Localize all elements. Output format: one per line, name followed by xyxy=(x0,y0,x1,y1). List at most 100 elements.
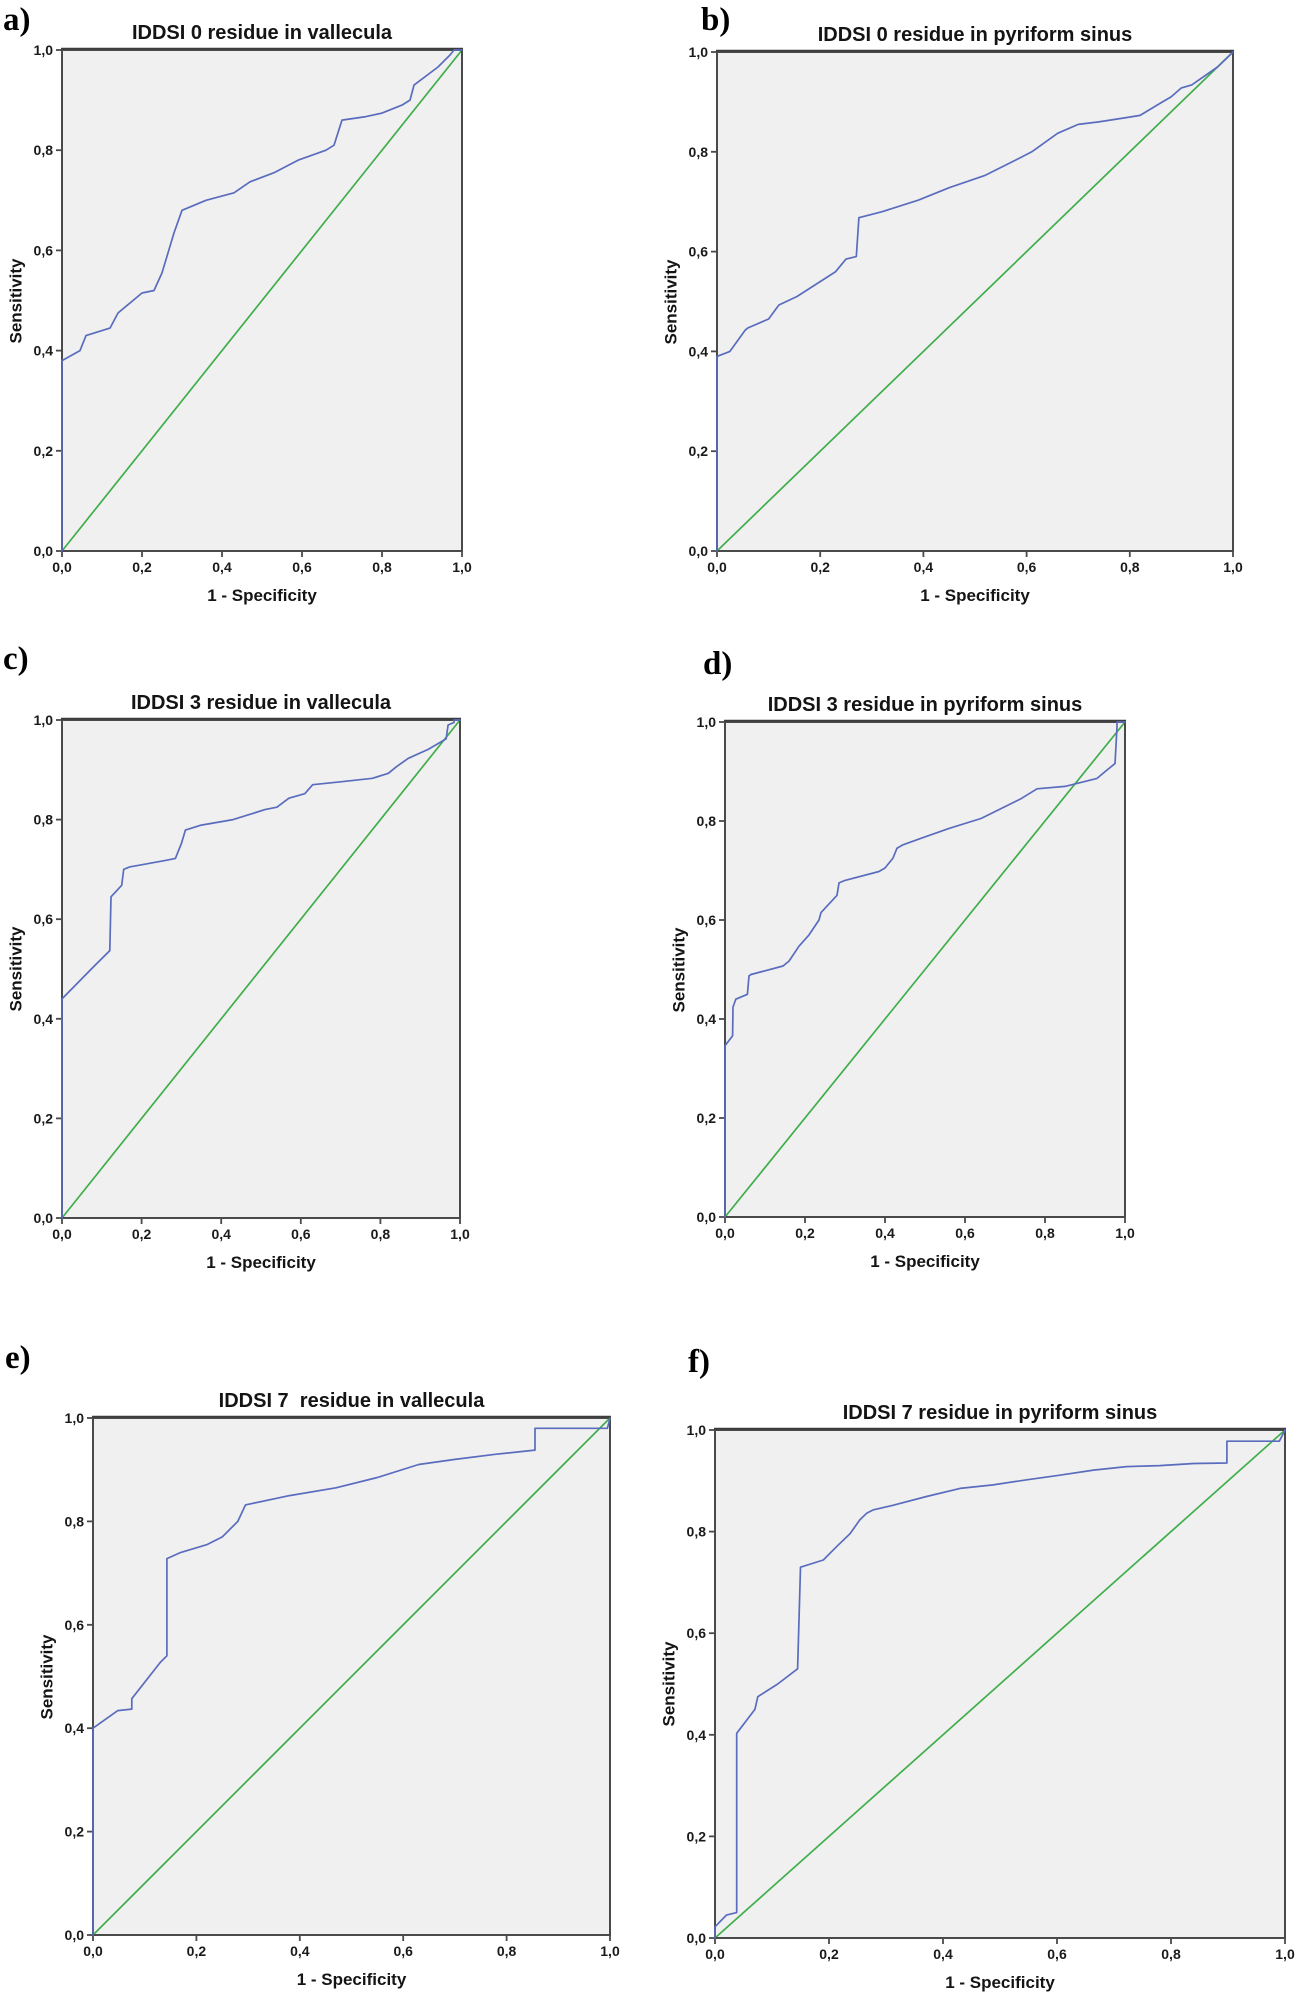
chart-title: IDDSI 7 residue in pyriform sinus xyxy=(842,1402,1158,1424)
roc-plot-b: 0,0 0,2 0,4 0,6 0,8 1,0 0,0 0,2 0,4 0,6 0,8 1,0 xyxy=(689,44,1243,575)
y-tick-label: 0,4 xyxy=(697,1011,717,1027)
x-tick-label: 0,4 xyxy=(212,559,232,575)
roc-plot-c: 0,0 0,2 0,4 0,6 0,8 1,0 0,0 0,2 0,4 0,6 0,8 1,0 xyxy=(34,712,470,1242)
panel-letter: d) xyxy=(703,646,733,682)
plot-frame xyxy=(716,51,1234,552)
y-tick-label: 0,8 xyxy=(65,1513,85,1529)
y-tick-label: 1,0 xyxy=(687,1422,707,1438)
roc-plot-f: 0,0 0,2 0,4 0,6 0,8 1,0 0,0 0,2 0,4 0,6 0,8 1,0 xyxy=(687,1422,1295,1962)
x-tick-label: 1,0 xyxy=(452,559,472,575)
x-tick-label: 0,4 xyxy=(914,559,934,575)
x-tick-label: 0,2 xyxy=(795,1225,815,1241)
x-tick-label: 1,0 xyxy=(1115,1225,1135,1241)
y-tick-label: 1,0 xyxy=(34,42,54,58)
y-tick-label: 0,2 xyxy=(697,1110,717,1126)
panel-letter: f) xyxy=(688,1344,710,1380)
y-tick-label: 0,2 xyxy=(687,1828,707,1844)
y-tick-label: 0,0 xyxy=(34,1210,54,1226)
chart-title: IDDSI 0 residue in vallecula xyxy=(131,22,393,44)
x-tick-label: 0,4 xyxy=(211,1226,231,1242)
x-tick-label: 0,4 xyxy=(933,1946,953,1962)
x-tick-label: 0,8 xyxy=(497,1943,517,1959)
x-tick-label: 0,6 xyxy=(291,1226,311,1242)
y-tick-label: 0,6 xyxy=(689,244,709,260)
x-axis-label: 1 - Specificity xyxy=(207,586,317,605)
roc-curve xyxy=(716,51,1234,552)
y-tick-label: 0,6 xyxy=(687,1625,707,1641)
x-tick-label: 0,6 xyxy=(393,1943,413,1959)
y-tick-label: 0,2 xyxy=(34,1110,54,1126)
y-tick-label: 0,2 xyxy=(65,1824,85,1840)
plot-frame xyxy=(92,1417,611,1936)
y-tick-label: 0,8 xyxy=(697,813,717,829)
reference-line xyxy=(92,1417,611,1936)
y-tick-label: 0,0 xyxy=(689,543,709,559)
x-tick-label: 0,6 xyxy=(1017,559,1037,575)
x-axis-label: 1 - Specificity xyxy=(945,1973,1055,1992)
y-tick-label: 0,4 xyxy=(689,343,709,359)
roc-curve xyxy=(92,1417,611,1936)
chart-title: IDDSI 3 residue in pyriform sinus xyxy=(767,694,1083,716)
x-axis-label: 1 - Specificity xyxy=(296,1970,407,1989)
roc-plot-a: 0,0 0,2 0,4 0,6 0,8 1,0 0,0 0,2 0,4 0,6 0,8 1,0 xyxy=(34,42,472,575)
x-tick-label: 0,2 xyxy=(810,559,830,575)
plot-frame xyxy=(724,721,1126,1218)
x-tick-label: 0,6 xyxy=(955,1225,975,1241)
x-tick-label: 0,0 xyxy=(52,559,72,575)
panel-letter: e) xyxy=(5,1340,31,1376)
x-tick-label: 0,6 xyxy=(1047,1946,1067,1962)
y-tick-label: 0,0 xyxy=(65,1927,85,1943)
chart-title: IDDSI 0 residue in pyriform sinus xyxy=(817,24,1133,46)
x-tick-label: 0,8 xyxy=(372,559,392,575)
y-tick-label: 0,0 xyxy=(687,1930,707,1946)
panel-letter: b) xyxy=(701,2,731,38)
plot-frame xyxy=(714,1429,1286,1939)
y-tick-label: 0,8 xyxy=(689,144,709,160)
x-axis-label: 1 - Specificity xyxy=(920,586,1030,605)
y-tick-label: 0,4 xyxy=(65,1720,85,1736)
roc-plot-e: 0,0 0,2 0,4 0,6 0,8 1,0 0,0 0,2 0,4 0,6 0,8 1,0 xyxy=(65,1410,620,1959)
y-tick-label: 1,0 xyxy=(34,712,54,728)
y-tick-label: 0,4 xyxy=(34,343,54,359)
y-tick-label: 0,6 xyxy=(697,912,717,928)
x-tick-label: 1,0 xyxy=(600,1943,620,1959)
reference-line xyxy=(714,1429,1286,1939)
y-tick-label: 0,0 xyxy=(697,1209,717,1225)
y-tick-label: 0,8 xyxy=(34,142,54,158)
y-tick-label: 1,0 xyxy=(697,714,717,730)
y-tick-label: 0,8 xyxy=(34,812,54,828)
roc-curve xyxy=(61,49,463,552)
reference-line xyxy=(61,49,463,552)
x-tick-label: 0,0 xyxy=(715,1225,735,1241)
roc-curve xyxy=(61,719,461,1219)
x-tick-label: 0,0 xyxy=(83,1943,103,1959)
x-tick-label: 1,0 xyxy=(450,1226,470,1242)
x-tick-label: 0,0 xyxy=(52,1226,72,1242)
x-tick-label: 0,8 xyxy=(1120,559,1140,575)
plot-frame xyxy=(61,49,463,552)
x-tick-label: 0,4 xyxy=(875,1225,895,1241)
x-tick-label: 0,2 xyxy=(187,1943,207,1959)
x-tick-label: 1,0 xyxy=(1223,559,1243,575)
y-tick-label: 0,4 xyxy=(34,1011,54,1027)
x-tick-label: 0,8 xyxy=(371,1226,391,1242)
plot-frame xyxy=(61,719,461,1219)
roc-curve xyxy=(724,721,1126,1218)
x-tick-label: 0,4 xyxy=(290,1943,310,1959)
y-tick-label: 0,0 xyxy=(34,543,54,559)
y-tick-label: 0,6 xyxy=(34,911,54,927)
y-tick-label: 0,6 xyxy=(65,1617,85,1633)
x-tick-label: 0,8 xyxy=(1035,1225,1055,1241)
y-tick-label: 0,6 xyxy=(34,242,54,258)
x-tick-label: 0,0 xyxy=(705,1946,725,1962)
panel-letter: a) xyxy=(3,2,31,38)
roc-plot-d: 0,0 0,2 0,4 0,6 0,8 1,0 0,0 0,2 0,4 0,6 0,8 1,0 xyxy=(697,714,1135,1241)
x-tick-label: 0,0 xyxy=(707,559,727,575)
y-tick-label: 1,0 xyxy=(65,1410,85,1426)
chart-title: IDDSI 3 residue in vallecula xyxy=(130,692,392,714)
y-tick-label: 0,2 xyxy=(34,443,54,459)
y-tick-label: 0,8 xyxy=(687,1524,707,1540)
y-tick-label: 0,2 xyxy=(689,443,709,459)
reference-line xyxy=(61,719,461,1219)
x-tick-label: 0,8 xyxy=(1161,1946,1181,1962)
